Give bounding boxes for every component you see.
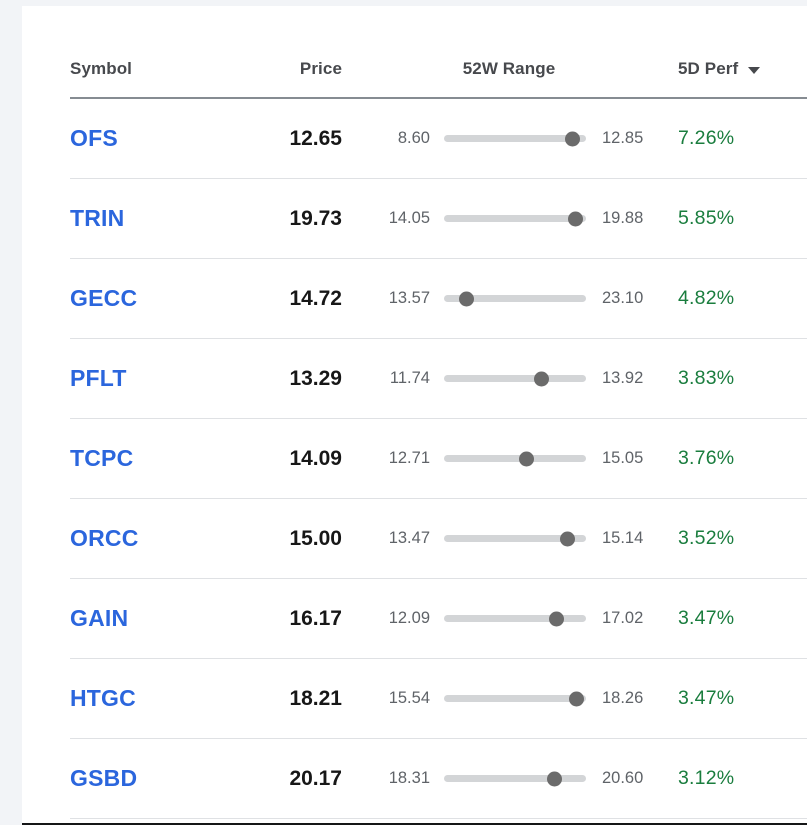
range-slider-track	[444, 611, 586, 626]
stock-table: Symbol Price 52W Range 5D Perf OFS 12.65…	[70, 6, 807, 819]
range-cell: 13.57 23.10	[342, 289, 662, 308]
range-slider-dot	[534, 371, 550, 386]
range-cell: 14.05 19.88	[342, 209, 662, 228]
table-row: HTGC 18.21 15.54 18.26 3.47%	[70, 659, 807, 739]
range-slider-dot	[568, 691, 584, 706]
range-slider-dot	[549, 611, 565, 626]
price-value: 18.21	[289, 686, 342, 710]
perf-value: 3.47%	[678, 687, 735, 709]
range-cell: 13.47 15.14	[342, 529, 662, 548]
range-slider-dot	[567, 211, 583, 226]
symbol-link[interactable]: TCPC	[70, 445, 134, 471]
perf-value: 3.83%	[678, 367, 735, 389]
range-slider-track	[444, 691, 586, 706]
range-slider-track	[444, 371, 586, 386]
sort-desc-triangle-icon	[748, 66, 761, 74]
symbol-link[interactable]: GECC	[70, 285, 138, 311]
perf-value: 3.76%	[678, 447, 735, 469]
table-row: GECC 14.72 13.57 23.10 4.82%	[70, 259, 807, 339]
range-high-label: 13.92	[602, 369, 644, 387]
symbol-link[interactable]: ORCC	[70, 525, 139, 551]
symbol-link[interactable]: OFS	[70, 125, 118, 151]
column-header-price[interactable]: Price	[299, 59, 342, 78]
range-slider-dot	[459, 291, 475, 306]
range-slider-dot	[565, 131, 581, 146]
price-value: 14.72	[289, 286, 342, 310]
symbol-link[interactable]: GSBD	[70, 765, 138, 791]
range-slider-dot	[547, 771, 563, 786]
screener-card: Symbol Price 52W Range 5D Perf OFS 12.65…	[22, 6, 807, 825]
range-low-label: 8.60	[397, 129, 430, 147]
range-slider-track	[444, 531, 586, 546]
price-value: 19.73	[289, 206, 342, 230]
range-low-label: 13.47	[388, 529, 430, 547]
table-row: PFLT 13.29 11.74 13.92 3.83%	[70, 339, 807, 419]
range-high-label: 12.85	[602, 129, 644, 147]
table-row: TRIN 19.73 14.05 19.88 5.85%	[70, 179, 807, 259]
price-value: 15.00	[289, 526, 342, 550]
range-high-label: 20.60	[602, 769, 644, 787]
range-cell: 12.71 15.05	[342, 449, 662, 468]
table-row: OFS 12.65 8.60 12.85 7.26%	[70, 99, 807, 179]
table-row: GSBD 20.17 18.31 20.60 3.12%	[70, 739, 807, 819]
range-high-label: 19.88	[602, 209, 644, 227]
range-high-label: 18.26	[602, 689, 644, 707]
price-value: 12.65	[289, 126, 342, 150]
column-header-52w-range[interactable]: 52W Range	[462, 59, 556, 78]
perf-value: 3.12%	[678, 767, 735, 789]
perf-value: 7.26%	[678, 127, 735, 149]
price-value: 14.09	[289, 446, 342, 470]
range-low-label: 11.74	[389, 369, 430, 387]
range-high-label: 17.02	[602, 609, 644, 627]
range-high-label: 15.05	[602, 449, 644, 467]
symbol-link[interactable]: PFLT	[70, 365, 127, 391]
symbol-link[interactable]: TRIN	[70, 205, 125, 231]
price-value: 20.17	[289, 766, 342, 790]
range-slider-track	[444, 451, 586, 466]
range-slider-track	[444, 211, 586, 226]
range-low-label: 12.71	[388, 449, 430, 467]
perf-value: 4.82%	[678, 287, 735, 309]
range-slider-dot	[518, 451, 534, 466]
table-row: GAIN 16.17 12.09 17.02 3.47%	[70, 579, 807, 659]
range-cell: 18.31 20.60	[342, 769, 662, 788]
range-cell: 12.09 17.02	[342, 609, 662, 628]
column-header-5d-perf[interactable]: 5D Perf	[662, 59, 807, 79]
symbol-link[interactable]: GAIN	[70, 605, 129, 631]
range-low-label: 12.09	[388, 609, 430, 627]
perf-value: 3.47%	[678, 607, 735, 629]
range-high-label: 23.10	[602, 289, 644, 307]
price-value: 13.29	[289, 366, 342, 390]
table-header-row: Symbol Price 52W Range 5D Perf	[70, 6, 807, 99]
range-low-label: 14.05	[388, 209, 430, 227]
symbol-link[interactable]: HTGC	[70, 685, 136, 711]
range-low-label: 13.57	[388, 289, 430, 307]
perf-value: 5.85%	[678, 207, 735, 229]
table-row: TCPC 14.09 12.71 15.05 3.76%	[70, 419, 807, 499]
range-slider-track	[444, 291, 586, 306]
range-slider-dot	[560, 531, 576, 546]
range-slider-track	[444, 131, 586, 146]
column-header-5d-perf-label: 5D Perf	[678, 59, 739, 78]
table-body: OFS 12.65 8.60 12.85 7.26% TRIN 19.73 14…	[70, 99, 807, 819]
range-cell: 8.60 12.85	[342, 129, 662, 148]
range-low-label: 15.54	[388, 689, 430, 707]
range-slider-track	[444, 771, 586, 786]
range-low-label: 18.31	[388, 769, 430, 787]
bottom-divider	[22, 822, 807, 825]
range-cell: 11.74 13.92	[342, 369, 662, 388]
price-value: 16.17	[289, 606, 342, 630]
perf-value: 3.52%	[678, 527, 735, 549]
column-header-symbol[interactable]: Symbol	[70, 59, 133, 78]
range-cell: 15.54 18.26	[342, 689, 662, 708]
range-high-label: 15.14	[602, 529, 644, 547]
table-row: ORCC 15.00 13.47 15.14 3.52%	[70, 499, 807, 579]
